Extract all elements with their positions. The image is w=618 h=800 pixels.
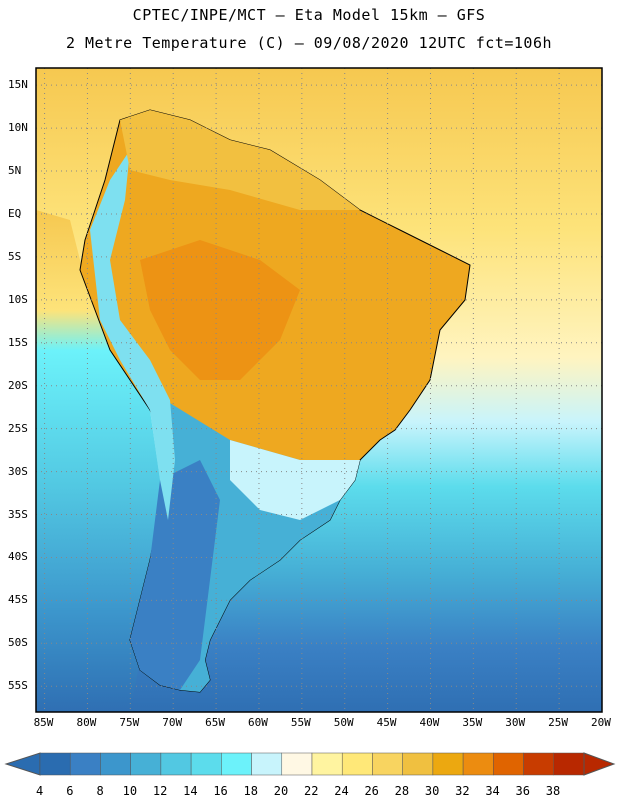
- lat-label: 25S: [8, 421, 28, 435]
- colorbar-tick-label: 8: [96, 784, 104, 798]
- lat-label: 45S: [8, 593, 28, 607]
- colorbar-segment: [523, 752, 555, 776]
- lat-label: 30S: [8, 464, 28, 478]
- lat-label: 55S: [8, 679, 28, 693]
- colorbar-segment: [39, 752, 71, 776]
- colorbar-tick-label: 20: [273, 784, 289, 798]
- lon-label: 50W: [333, 716, 354, 729]
- lat-label: 10S: [8, 292, 28, 306]
- colorbar-tick-label: 24: [334, 784, 349, 798]
- colorbar-segment: [311, 752, 343, 776]
- colorbar-segment: [190, 752, 222, 776]
- pacific-ocean: [36, 210, 160, 712]
- colorbar-tick-label: 34: [485, 784, 500, 798]
- pampas-region: [230, 440, 360, 520]
- colorbar-segment: [69, 752, 101, 776]
- colorbar-segment: [251, 752, 283, 776]
- colorbar-tick-label: 4: [36, 784, 44, 798]
- colorbar-tick-label: 36: [515, 784, 530, 798]
- north-coast-warm: [120, 110, 360, 210]
- colorbar-tick-label: 38: [545, 784, 561, 798]
- chart-title: CPTEC/INPE/MCT – Eta Model 15km – GFS: [132, 6, 486, 24]
- lat-label: EQ: [8, 206, 22, 220]
- colorbar-segment: [432, 752, 464, 776]
- lon-label: 70W: [162, 716, 183, 729]
- andes-ridge: [90, 150, 175, 520]
- lon-label: 45W: [376, 716, 397, 729]
- colorbar-tick-label: 12: [152, 784, 168, 798]
- lat-label: 40S: [8, 550, 28, 564]
- colorbar-tick-label: 30: [424, 784, 440, 798]
- colorbar-tick-label: 16: [213, 784, 228, 798]
- lat-label: 20S: [8, 378, 28, 392]
- colorbar-tick-label: 28: [394, 784, 410, 798]
- temperature-map: [35, 67, 603, 713]
- colorbar-segment: [160, 752, 192, 776]
- colorbar-segment: [372, 752, 403, 776]
- colorbar-segment: [553, 752, 585, 776]
- colorbar-tick-label: 18: [243, 784, 258, 798]
- colorbar-tick-label: 26: [364, 784, 379, 798]
- lat-label: 5S: [8, 249, 22, 263]
- colorbar-segment: [281, 752, 313, 776]
- colorbar-max-arrow: [583, 752, 616, 776]
- chart-subtitle: 2 Metre Temperature (C) – 09/08/2020 12U…: [65, 34, 553, 52]
- colorbar-tick-label: 22: [304, 784, 319, 798]
- colorbar-segment: [341, 752, 373, 776]
- lon-label: 85W: [33, 716, 54, 729]
- lon-label: 60W: [247, 716, 268, 729]
- lat-label: 5N: [8, 164, 22, 178]
- lat-label: 15N: [8, 78, 28, 92]
- colorbar-segment: [221, 752, 252, 776]
- colorbar-segment: [493, 752, 524, 776]
- lon-label: 80W: [76, 716, 97, 729]
- lat-label: 15S: [8, 335, 28, 349]
- lon-label: 25W: [548, 716, 568, 729]
- amazon-hot-region: [140, 240, 300, 380]
- map-frame: [35, 67, 603, 713]
- lon-label: 75W: [119, 716, 140, 729]
- colorbar-segment: [402, 752, 434, 776]
- lon-label: 65W: [205, 716, 225, 729]
- colorbar-tick-label: 32: [455, 784, 470, 798]
- lat-label: 35S: [8, 507, 28, 521]
- colorbar-segment: [462, 752, 494, 776]
- lon-label: 30W: [505, 716, 526, 729]
- colorbar-tick-label: 14: [183, 784, 198, 798]
- colorbar-tick-label: 10: [122, 784, 138, 798]
- colorbar: [4, 752, 616, 776]
- lon-label: 20W: [591, 716, 611, 729]
- lat-label: 50S: [8, 636, 28, 650]
- colorbar-min-arrow: [4, 752, 41, 776]
- colorbar-tick-label: 6: [66, 784, 74, 798]
- lon-label: 55W: [290, 716, 311, 729]
- lon-label: 40W: [419, 716, 440, 729]
- colorbar-segment: [100, 752, 131, 776]
- lat-label: 10N: [8, 121, 28, 135]
- patagonia-region: [130, 460, 220, 690]
- colorbar-segment: [130, 752, 162, 776]
- lon-label: 35W: [462, 716, 483, 729]
